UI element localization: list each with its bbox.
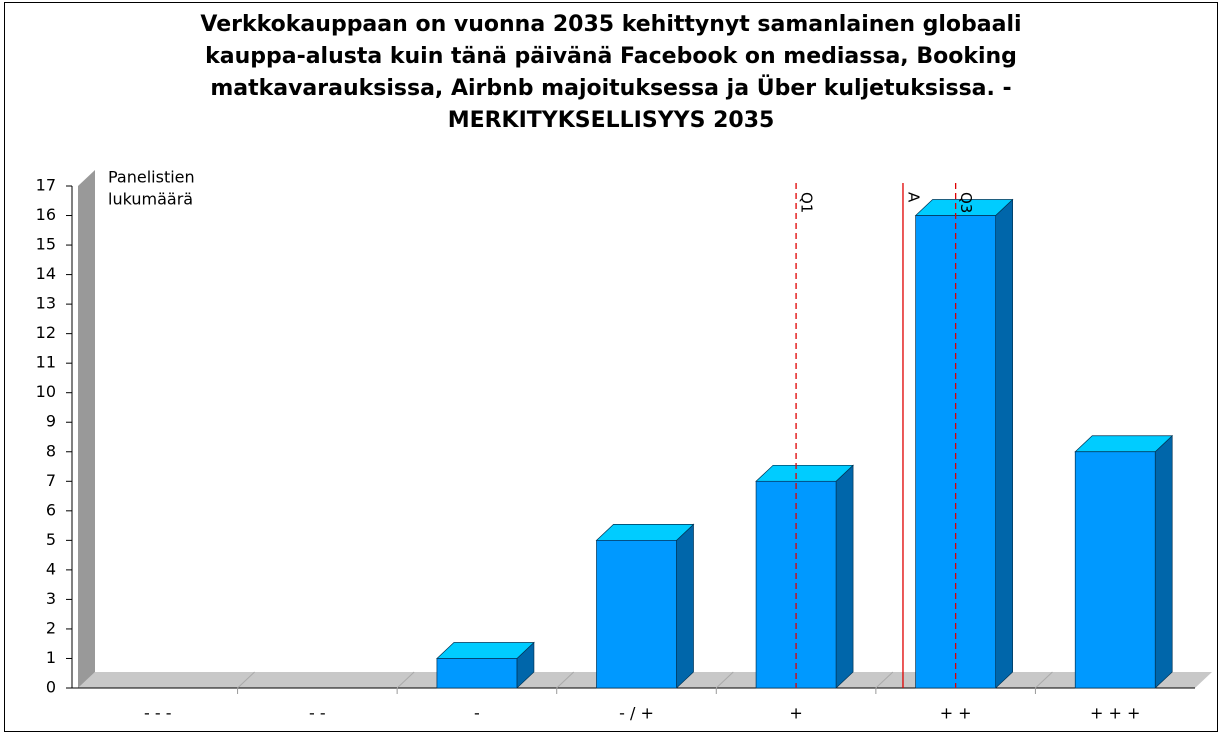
floor-divider bbox=[396, 671, 415, 689]
bar-side bbox=[676, 523, 694, 689]
chart-title: matkavarauksissa, Airbnb majoituksessa j… bbox=[210, 75, 1011, 101]
chart-title: Verkkokauppaan on vuonna 2035 kehittynyt… bbox=[200, 12, 1021, 37]
y-tick-label: 16 bbox=[36, 205, 56, 224]
floor-divider bbox=[715, 671, 734, 689]
x-tick-label: - - - bbox=[144, 704, 172, 723]
y-tick-label: 13 bbox=[36, 294, 56, 313]
y-tick-label: 6 bbox=[46, 500, 56, 519]
y-tick-label: 2 bbox=[46, 618, 56, 637]
y-tick-label: 1 bbox=[46, 648, 56, 667]
x-tick-label: + + + bbox=[1090, 704, 1140, 723]
y-tick-label: 0 bbox=[46, 678, 56, 697]
bar-side bbox=[1154, 434, 1173, 689]
bar-side bbox=[995, 198, 1013, 689]
floor-divider bbox=[1035, 671, 1053, 689]
marker-label: Q1 bbox=[798, 192, 816, 213]
y-tick-label: 5 bbox=[46, 530, 56, 549]
y-tick-label: 7 bbox=[46, 471, 56, 490]
chart-title: kauppa-alusta kuin tänä päivänä Facebook… bbox=[205, 44, 1017, 69]
floor-divider bbox=[237, 671, 255, 689]
bar bbox=[1074, 451, 1156, 689]
x-tick-label: - - bbox=[309, 704, 326, 723]
y-axis-label: lukumäärä bbox=[108, 190, 193, 209]
bar bbox=[596, 540, 677, 689]
x-tick-label: + + bbox=[940, 704, 972, 723]
floor-divider bbox=[875, 671, 894, 689]
x-tick-label: + bbox=[789, 704, 802, 723]
x-tick-label: - / + bbox=[619, 704, 654, 723]
y-tick-label: 3 bbox=[46, 589, 56, 608]
bar-top bbox=[755, 464, 854, 482]
bar bbox=[436, 658, 518, 689]
y-tick-label: 17 bbox=[36, 176, 56, 195]
bar-top bbox=[595, 524, 695, 541]
y-tick-label: 15 bbox=[36, 235, 56, 254]
y-tick-label: 14 bbox=[36, 264, 56, 283]
marker-label: Q3 bbox=[957, 192, 975, 213]
y-tick-label: 8 bbox=[46, 441, 56, 460]
y-tick-label: 12 bbox=[36, 323, 56, 342]
y-tick-label: 9 bbox=[46, 412, 56, 431]
wall bbox=[78, 170, 95, 688]
y-axis-label: Panelistien bbox=[108, 168, 195, 187]
y-tick-label: 11 bbox=[36, 353, 56, 372]
chart-title: MERKITYKSELLISYYS 2035 bbox=[448, 108, 775, 133]
y-tick-label: 10 bbox=[36, 382, 56, 401]
bar-top bbox=[436, 642, 535, 659]
x-tick-label: - bbox=[474, 704, 480, 723]
bar-side bbox=[835, 464, 854, 689]
marker-label: A bbox=[904, 192, 922, 203]
bar-top bbox=[1074, 435, 1174, 453]
y-tick-label: 4 bbox=[46, 559, 56, 578]
floor-divider bbox=[556, 671, 575, 689]
